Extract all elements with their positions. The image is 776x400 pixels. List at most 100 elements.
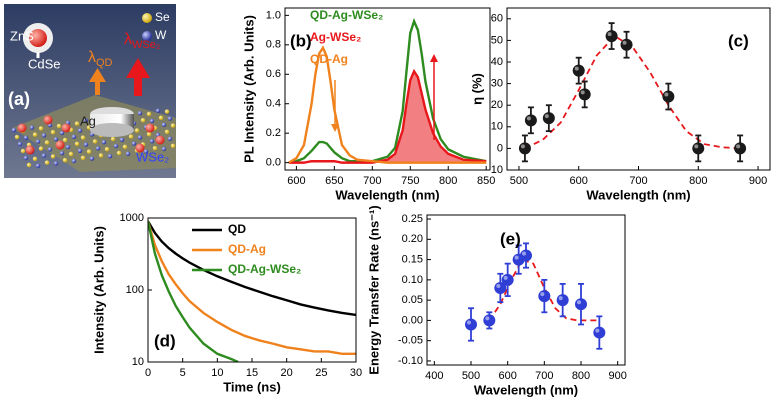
x-tick-label: 10 xyxy=(211,367,223,379)
point xyxy=(575,298,587,311)
point-highlight xyxy=(520,144,525,149)
point xyxy=(593,326,606,339)
plot-frame xyxy=(506,7,771,171)
plot-frame xyxy=(147,217,357,363)
point-highlight xyxy=(467,320,471,325)
atom xyxy=(149,118,155,124)
atom xyxy=(131,141,137,146)
x-tick-label: 900 xyxy=(749,175,767,187)
atom xyxy=(11,127,17,133)
y-tick-label: 1.0 xyxy=(266,9,281,21)
x-tick-label: 800 xyxy=(439,175,457,187)
atom xyxy=(71,134,77,139)
atom xyxy=(170,143,176,148)
atom xyxy=(32,132,38,137)
point xyxy=(501,273,514,286)
atom xyxy=(164,129,170,134)
atom xyxy=(161,122,167,128)
atom xyxy=(50,154,56,159)
x-tick-label: 800 xyxy=(572,370,590,382)
label-se: Se xyxy=(155,10,170,24)
lambda-sub: WSe₂ xyxy=(132,39,160,51)
point-highlight xyxy=(558,296,563,301)
point xyxy=(542,112,555,125)
area xyxy=(288,71,487,163)
atom xyxy=(53,161,59,166)
atom xyxy=(17,141,23,147)
x-tick-label: 600 xyxy=(498,370,516,382)
atom xyxy=(137,135,143,140)
qd-dot xyxy=(17,123,27,133)
atom xyxy=(77,128,83,133)
point-highlight xyxy=(544,114,549,119)
atom xyxy=(41,153,47,158)
atom xyxy=(59,130,65,136)
legend-label: QD xyxy=(228,222,246,236)
y-tick-label: 0 xyxy=(497,142,503,154)
y-tick-label: 0.15 xyxy=(402,254,423,266)
point xyxy=(605,30,618,43)
atom xyxy=(161,146,167,152)
y-tick-label: 0.20 xyxy=(402,233,423,245)
x-tick-label: 600 xyxy=(570,175,588,187)
point-highlight xyxy=(694,144,699,149)
y-tick-label: 10 xyxy=(132,356,144,368)
x-tick-label: 700 xyxy=(629,175,647,187)
arrow-wse2 xyxy=(126,58,150,96)
x-tick-label: 600 xyxy=(287,175,305,187)
atom xyxy=(71,158,77,164)
atom xyxy=(86,149,92,154)
x-tick-label: 20 xyxy=(281,367,293,379)
point xyxy=(620,38,633,51)
plot-area xyxy=(524,34,741,150)
y-tick-label: -0.10 xyxy=(398,355,423,367)
point xyxy=(465,318,477,331)
y-axis-title: Energy Transfer Rate (ns⁻¹) xyxy=(366,205,381,374)
chart: 0 5 10 15 20 25 30 10 100 1000 Time (ns) Intensity … xyxy=(91,212,362,395)
atom xyxy=(47,147,53,152)
panel-label: (a) xyxy=(8,89,30,109)
label-wse2: WSe₂ xyxy=(136,149,169,164)
point xyxy=(538,290,551,303)
y-tick-label: 0.10 xyxy=(402,274,423,286)
atom xyxy=(143,149,149,154)
y-tick-label: 0.2 xyxy=(266,127,281,139)
qd-dot xyxy=(155,135,165,145)
x-tick-label: 500 xyxy=(462,370,480,382)
x-tick-label: 25 xyxy=(315,367,327,379)
y-tick-label: -0.05 xyxy=(398,335,423,347)
legend-label: QD-Ag xyxy=(310,52,348,66)
qd-dot xyxy=(61,123,71,133)
atom xyxy=(74,121,80,126)
point-highlight xyxy=(540,292,545,297)
y-tick-label: 1000 xyxy=(120,212,144,224)
label-lambda-qd: λQD xyxy=(88,49,113,69)
atom xyxy=(140,118,146,123)
x-tick-label: 800 xyxy=(689,175,707,187)
point xyxy=(734,142,747,155)
atom xyxy=(38,146,44,151)
x-tick-label: 700 xyxy=(363,175,381,187)
chart: 500 600 700 800 900 -10 0 10 20 30 40 50 60 Wavelengt… xyxy=(469,7,771,202)
y-tick-label: 0.25 xyxy=(402,213,423,225)
line xyxy=(288,17,487,164)
line xyxy=(148,221,239,362)
label-lambda-wse2: λWSe₂ xyxy=(124,31,160,51)
atom xyxy=(110,136,116,142)
y-tick-label: 0.6 xyxy=(266,68,281,80)
atom xyxy=(83,118,89,123)
atom xyxy=(95,146,101,151)
atom xyxy=(29,125,35,130)
atom xyxy=(107,154,113,159)
atom xyxy=(164,109,170,114)
point-highlight xyxy=(595,328,600,333)
x-axis-title: Wavelength (nm) xyxy=(474,382,578,397)
atom xyxy=(41,133,47,138)
atom xyxy=(152,146,158,151)
x-tick-label: 400 xyxy=(425,370,443,382)
atom xyxy=(170,123,176,128)
plot-frame xyxy=(426,214,626,366)
qd-dot xyxy=(55,140,65,150)
